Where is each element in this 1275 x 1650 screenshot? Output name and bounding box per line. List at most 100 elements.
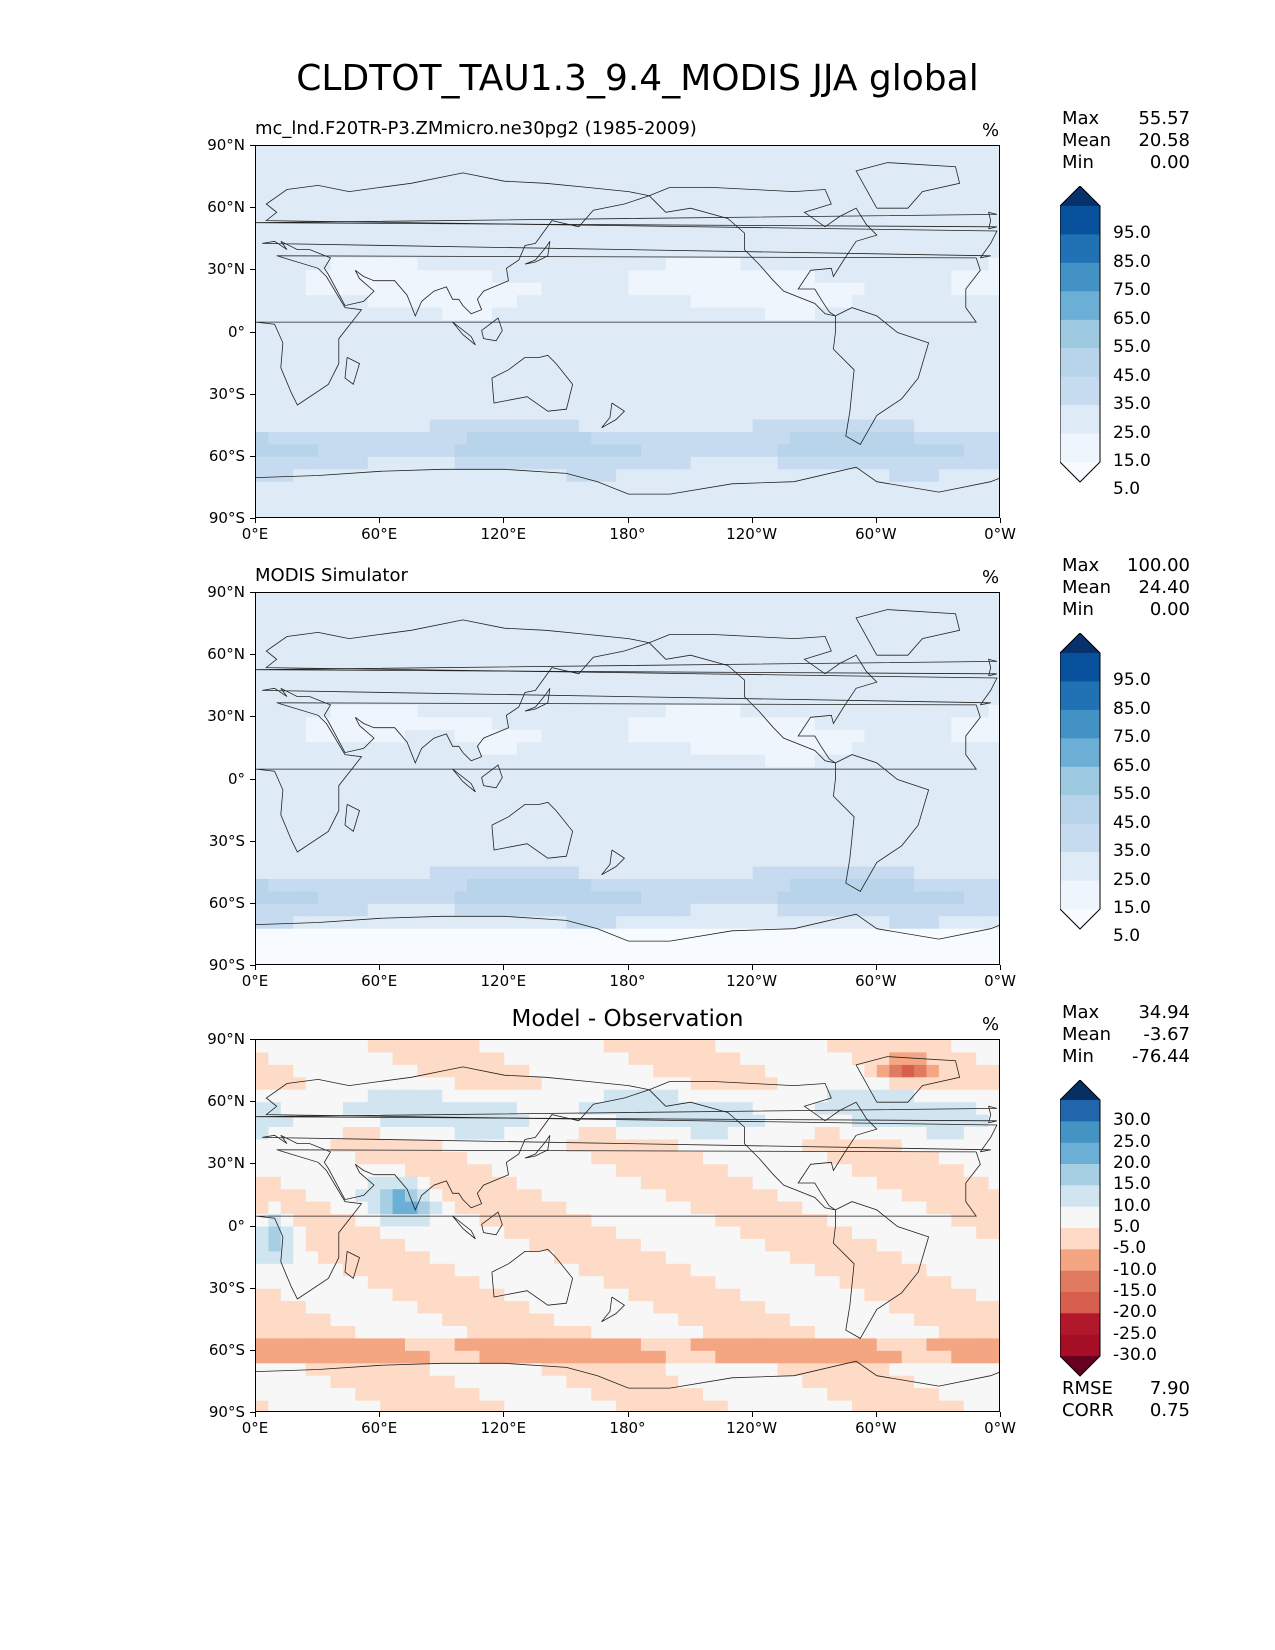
- map-cell: [380, 494, 394, 508]
- map-cell: [256, 1226, 269, 1240]
- map-cell: [889, 742, 903, 756]
- map-cell: [665, 456, 679, 470]
- map-cell: [330, 1114, 344, 1128]
- map-cell: [752, 1288, 766, 1302]
- map-cell: [703, 307, 716, 321]
- map-cell: [653, 729, 667, 743]
- map-cell: [591, 916, 605, 930]
- map-cell: [280, 170, 294, 184]
- map-cell: [355, 1127, 369, 1140]
- y-tick-mark: [250, 145, 255, 146]
- map-cell: [454, 779, 468, 793]
- map-cell: [752, 667, 766, 681]
- map-cell: [442, 419, 456, 433]
- map-cell: [491, 879, 505, 892]
- map-cell: [603, 1276, 617, 1290]
- map-cell: [603, 754, 617, 768]
- map-cell: [665, 295, 679, 309]
- map-cell: [442, 1151, 456, 1165]
- map-cell: [703, 146, 716, 159]
- map-cell: [442, 1238, 456, 1252]
- map-cell: [578, 332, 592, 346]
- map-cell: [640, 1301, 654, 1315]
- map-cell: [640, 1350, 654, 1364]
- map-cell: [429, 829, 443, 843]
- map-cell: [529, 829, 543, 843]
- map-cell: [914, 804, 928, 818]
- map-cell: [280, 1189, 294, 1203]
- map-cell: [491, 1251, 505, 1265]
- map-cell: [814, 195, 828, 209]
- map-cell: [578, 394, 592, 408]
- map-cell: [256, 369, 269, 383]
- map-cell: [814, 407, 828, 421]
- map-cell: [467, 816, 481, 830]
- map-cell: [827, 891, 841, 905]
- map-cell: [429, 1338, 443, 1352]
- map-cell: [491, 742, 505, 756]
- map-cell: [554, 506, 567, 517]
- map-cell: [355, 879, 369, 892]
- map-cell: [926, 916, 940, 930]
- colorbar-segment: [1060, 738, 1100, 768]
- panel-title: mc_lnd.F20TR-P3.ZMmicro.ne30pg2 (1985-20…: [255, 118, 697, 139]
- map-cell: [529, 1114, 543, 1128]
- colorbar: [1060, 633, 1101, 930]
- map-cell: [305, 953, 319, 964]
- map-cell: [293, 1127, 307, 1140]
- map-cell: [640, 469, 654, 483]
- map-cell: [405, 432, 418, 445]
- map-cell: [516, 916, 530, 930]
- map-cell: [715, 1238, 729, 1252]
- map-cell: [380, 1238, 394, 1252]
- map-cell: [640, 158, 654, 172]
- map-cell: [653, 344, 667, 358]
- map-cell: [628, 1114, 642, 1128]
- map-cell: [342, 854, 356, 868]
- map-cell: [777, 170, 791, 184]
- map-cell: [479, 791, 493, 805]
- map-cell: [988, 233, 999, 246]
- map-cell: [529, 469, 543, 483]
- map-cell: [429, 593, 443, 606]
- map-cell: [914, 506, 928, 517]
- map-cell: [814, 854, 828, 868]
- map-cell: [380, 767, 394, 781]
- coastline: [524, 688, 551, 712]
- map-cell: [566, 891, 580, 905]
- map-cell: [342, 617, 356, 631]
- map-cell: [454, 1151, 468, 1165]
- map-cell: [417, 1276, 431, 1290]
- map-cell: [392, 1350, 406, 1364]
- map-cell: [367, 1251, 381, 1265]
- map-cell: [417, 257, 431, 271]
- map-cell: [814, 469, 828, 483]
- map-cell: [405, 941, 418, 955]
- map-cell: [938, 903, 952, 917]
- map-cell: [504, 767, 518, 781]
- map-cell: [454, 1288, 468, 1302]
- map-cell: [479, 854, 493, 868]
- map-cell: [802, 667, 816, 681]
- map-cell: [566, 1251, 580, 1265]
- map-cell: [417, 1139, 431, 1153]
- map-cell: [479, 382, 493, 396]
- map-cell: [280, 1102, 294, 1116]
- map-cell: [454, 1375, 468, 1389]
- map-cell: [814, 879, 828, 892]
- map-cell: [392, 841, 406, 855]
- map-cell: [491, 220, 505, 234]
- map-cell: [665, 1151, 679, 1165]
- map-cell: [802, 158, 816, 172]
- map-cell: [442, 494, 456, 508]
- coastline: [648, 187, 878, 317]
- map-cell: [591, 208, 605, 222]
- map-cell: [504, 432, 518, 445]
- map-cell: [256, 494, 269, 508]
- map-cell: [367, 1176, 381, 1190]
- map-cell: [665, 245, 679, 259]
- colorbar-segment: [1060, 653, 1100, 682]
- map-cell: [417, 767, 431, 781]
- map-cell: [280, 692, 294, 706]
- map-difference: [255, 1039, 1000, 1412]
